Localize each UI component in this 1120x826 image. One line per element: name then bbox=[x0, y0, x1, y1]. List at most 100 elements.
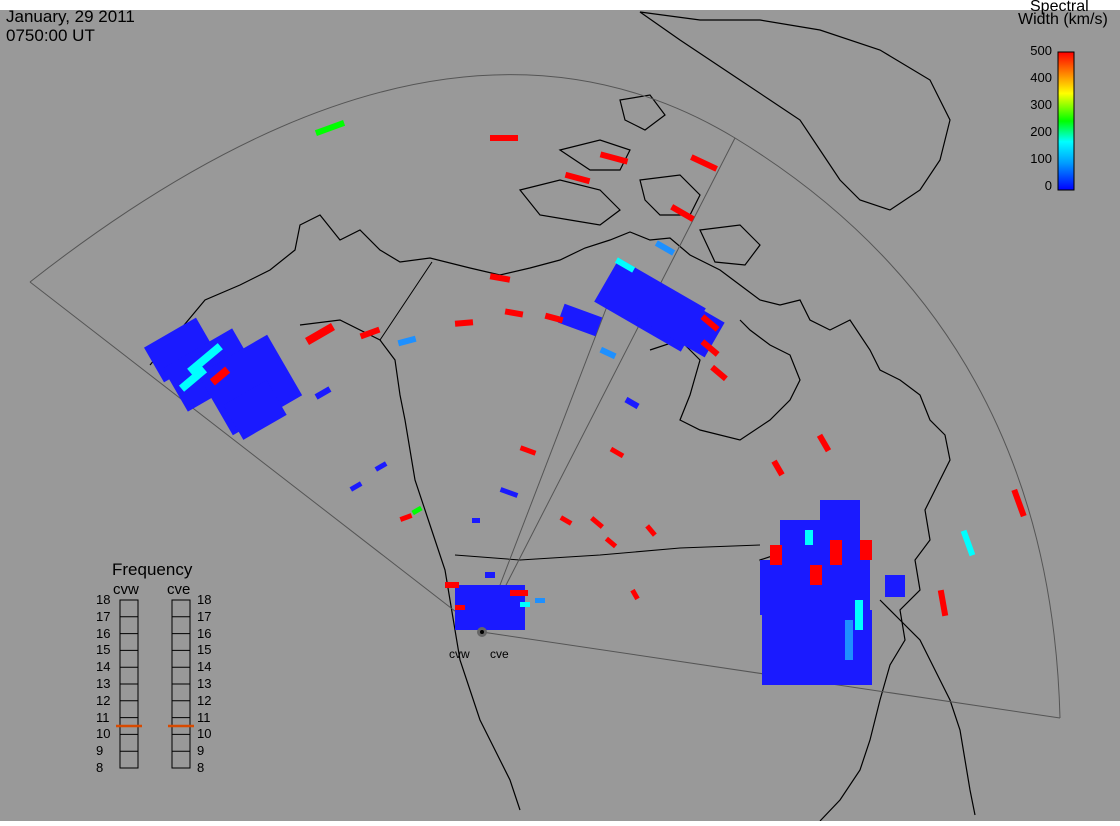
map-background bbox=[0, 10, 1120, 821]
echo-patch bbox=[411, 505, 423, 516]
echo-patch bbox=[630, 588, 640, 601]
freq-tick-label-cve: 15 bbox=[197, 642, 212, 658]
freq-tick-label-cvw: 15 bbox=[96, 642, 111, 658]
freq-tick-label-cve: 13 bbox=[197, 676, 212, 691]
echo-patch bbox=[489, 273, 511, 283]
echo-patch bbox=[670, 204, 695, 222]
colorbar-tick: 500 bbox=[1030, 43, 1052, 58]
radar-label-cve: cve bbox=[167, 581, 191, 598]
echo-patch bbox=[855, 600, 863, 630]
echo-patch bbox=[590, 516, 604, 529]
north-america-coast bbox=[149, 214, 951, 822]
freq-tick-label-cve: 12 bbox=[197, 692, 212, 708]
echo-patch bbox=[519, 445, 537, 456]
echo-patch bbox=[500, 615, 514, 620]
echo-patch bbox=[830, 540, 842, 565]
echo-patch bbox=[223, 380, 287, 440]
echo-patch bbox=[504, 308, 524, 318]
echo-patch bbox=[305, 323, 335, 345]
colorbar-title: Spectral bbox=[1030, 0, 1089, 15]
colorbar-unit: Width (km/s) bbox=[1018, 11, 1108, 28]
echo-patch bbox=[445, 582, 459, 588]
canada-us-border bbox=[454, 544, 761, 561]
echo-patch bbox=[624, 396, 640, 410]
echo-patch bbox=[845, 620, 853, 660]
freq-tick-label-cve: 17 bbox=[197, 608, 212, 624]
hudson-bay bbox=[649, 319, 801, 441]
site-label-cve: cve bbox=[490, 647, 509, 661]
echo-patch bbox=[535, 598, 545, 603]
freq-tick-label-cvw: 10 bbox=[96, 726, 111, 742]
echo-patch bbox=[810, 565, 822, 585]
echo-patch bbox=[690, 154, 718, 172]
echo-patch bbox=[645, 524, 657, 537]
fov-outer-arc bbox=[29, 74, 1061, 719]
colorbar-tick: 200 bbox=[1030, 124, 1052, 139]
echo-patch bbox=[144, 317, 216, 383]
echo-patch bbox=[635, 282, 725, 358]
echo-patch bbox=[816, 433, 832, 453]
echo-patch bbox=[397, 335, 417, 347]
echo-patch bbox=[770, 545, 782, 565]
echo-patch bbox=[614, 257, 636, 273]
freq-tick-label-cve: 8 bbox=[197, 760, 205, 775]
colorbar-tick: 300 bbox=[1030, 97, 1052, 112]
echo-patch bbox=[209, 366, 231, 386]
echo-patch bbox=[499, 487, 519, 498]
greenland-coast bbox=[639, 11, 951, 211]
echo-patch bbox=[510, 590, 528, 596]
freq-tick-label-cve: 9 bbox=[197, 743, 205, 759]
echo-patch bbox=[520, 602, 530, 607]
freq-tick-label-cvw: 11 bbox=[96, 709, 110, 725]
freq-tick-label-cve: 16 bbox=[197, 625, 212, 641]
freq-tick-label-cvw: 8 bbox=[96, 760, 104, 775]
time-label: 0750:00 UT bbox=[6, 26, 95, 45]
echo-patch bbox=[472, 518, 480, 523]
echo-patch bbox=[860, 540, 872, 560]
freq-tick-label-cve: 18 bbox=[197, 592, 212, 607]
freq-tick-label-cve: 11 bbox=[197, 709, 211, 725]
freq-tick-label-cvw: 12 bbox=[96, 692, 111, 708]
echo-patch bbox=[485, 572, 495, 578]
fov-beam-west bbox=[481, 261, 625, 633]
echo-patch bbox=[187, 343, 223, 375]
freq-tick-label-cvw: 9 bbox=[96, 743, 104, 759]
east-coast bbox=[879, 599, 976, 816]
echo-patch bbox=[454, 319, 474, 327]
echo-patch bbox=[654, 240, 676, 256]
borders bbox=[379, 261, 761, 561]
freq-tick-label-cvw: 14 bbox=[96, 659, 111, 675]
radar-site-dot bbox=[480, 630, 484, 634]
freq-tick-label-cvw: 18 bbox=[96, 592, 111, 607]
fields-of-view bbox=[29, 74, 1061, 719]
freq-tick-label-cvw: 13 bbox=[96, 676, 111, 691]
echo-patch bbox=[700, 314, 720, 332]
echo-patch bbox=[599, 151, 629, 165]
site-label-cvw: cvw bbox=[449, 647, 470, 661]
echo-patch bbox=[374, 461, 388, 472]
freq-tick-label-cvw: 16 bbox=[96, 625, 111, 641]
echo-layer bbox=[144, 120, 1027, 685]
echo-patch bbox=[604, 536, 618, 549]
freq-tick-label-cve: 10 bbox=[197, 726, 212, 742]
freq-tick-lines bbox=[120, 599, 190, 769]
echo-patch bbox=[710, 364, 728, 382]
echo-patch bbox=[762, 610, 872, 685]
echo-patch bbox=[314, 120, 346, 136]
date-label: January, 29 2011 bbox=[6, 7, 135, 26]
echo-patch bbox=[771, 459, 785, 477]
freq-tick-label-cvw: 17 bbox=[96, 608, 111, 624]
echo-patch bbox=[559, 515, 573, 526]
echo-patch bbox=[700, 339, 720, 357]
echo-patch bbox=[455, 605, 465, 610]
echo-patch bbox=[349, 481, 363, 492]
echo-patch bbox=[399, 513, 413, 522]
echo-patch bbox=[937, 589, 949, 617]
echo-patch bbox=[564, 171, 591, 185]
colorbar bbox=[1057, 51, 1075, 191]
colorbar-tick: 100 bbox=[1030, 151, 1052, 166]
radar-label-cvw: cvw bbox=[113, 581, 139, 598]
west-coast bbox=[299, 319, 521, 811]
colorbar-tick: 0 bbox=[1044, 178, 1052, 193]
